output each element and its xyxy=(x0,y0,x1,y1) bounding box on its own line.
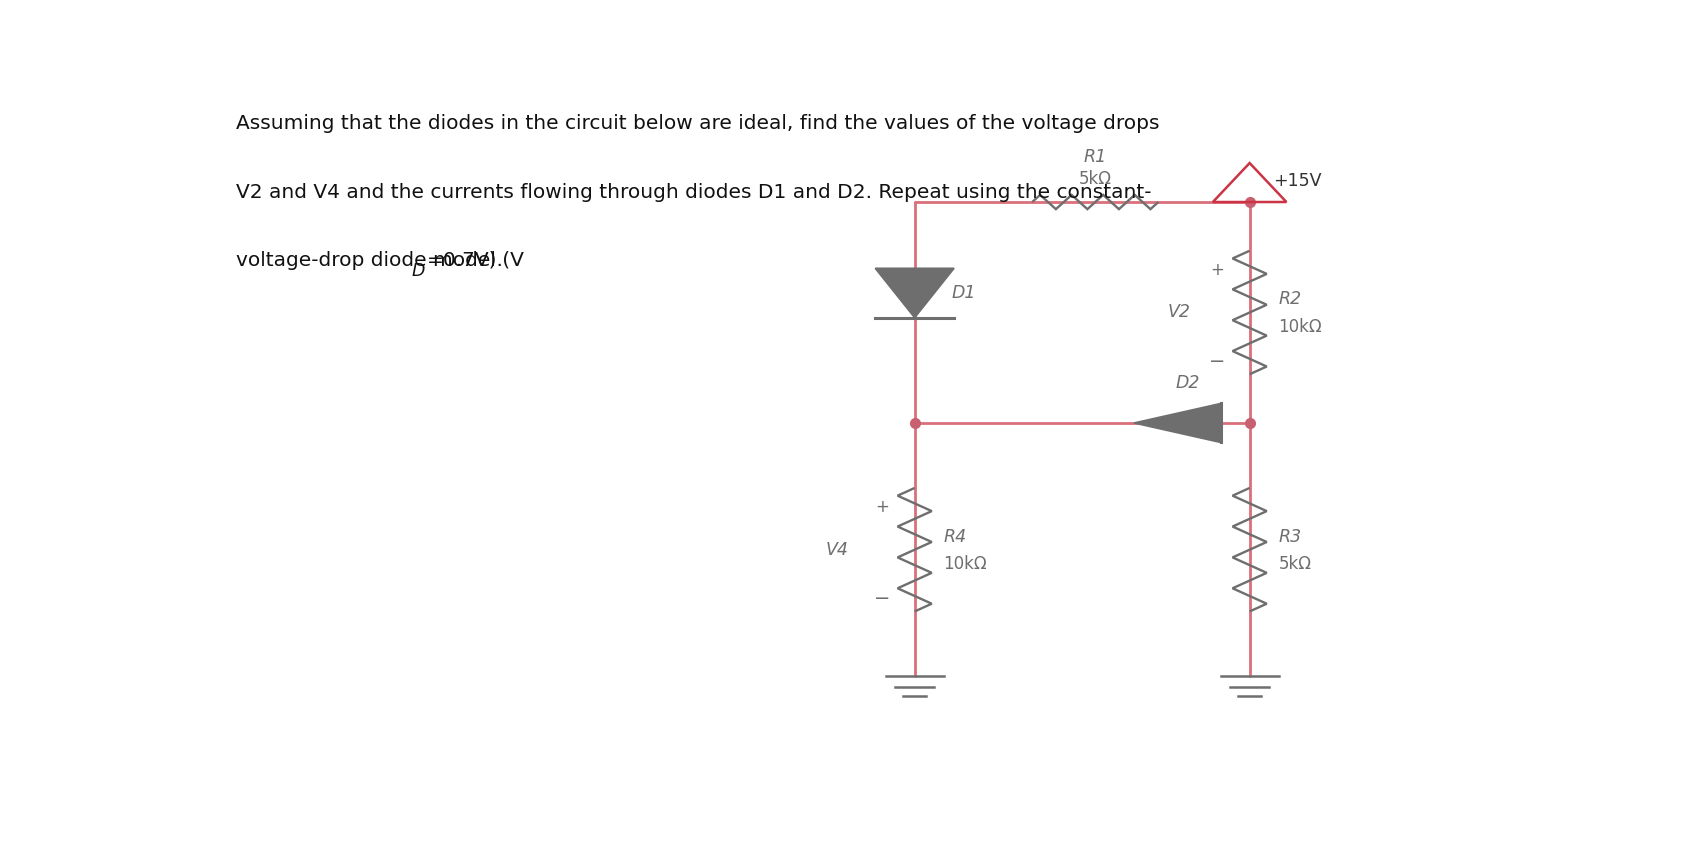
Text: Assuming that the diodes in the circuit below are ideal, find the values of the : Assuming that the diodes in the circuit … xyxy=(236,114,1159,133)
Text: D: D xyxy=(412,262,424,280)
Text: −: − xyxy=(1209,352,1225,371)
Polygon shape xyxy=(1134,403,1220,442)
Text: 10kΩ: 10kΩ xyxy=(1278,318,1322,336)
Text: −: − xyxy=(873,589,890,608)
Text: D2: D2 xyxy=(1176,374,1200,392)
Polygon shape xyxy=(875,268,954,317)
Text: voltage-drop diode model (V: voltage-drop diode model (V xyxy=(236,251,524,270)
Text: V2: V2 xyxy=(1168,304,1190,322)
Text: R3: R3 xyxy=(1278,528,1302,546)
Text: =0.7V).: =0.7V). xyxy=(427,251,503,270)
Text: V4: V4 xyxy=(825,541,849,559)
Text: +: + xyxy=(1210,262,1224,279)
Text: +15V: +15V xyxy=(1273,171,1322,190)
Text: 5kΩ: 5kΩ xyxy=(1278,555,1312,573)
Text: R1: R1 xyxy=(1083,149,1107,166)
Text: R4: R4 xyxy=(944,528,966,546)
Text: +: + xyxy=(875,499,888,517)
Text: 5kΩ: 5kΩ xyxy=(1078,170,1112,187)
Text: V2 and V4 and the currents flowing through diodes D1 and D2. Repeat using the co: V2 and V4 and the currents flowing throu… xyxy=(236,182,1151,202)
Text: D1: D1 xyxy=(951,284,976,302)
Text: 10kΩ: 10kΩ xyxy=(944,555,986,573)
Text: R2: R2 xyxy=(1278,290,1302,309)
